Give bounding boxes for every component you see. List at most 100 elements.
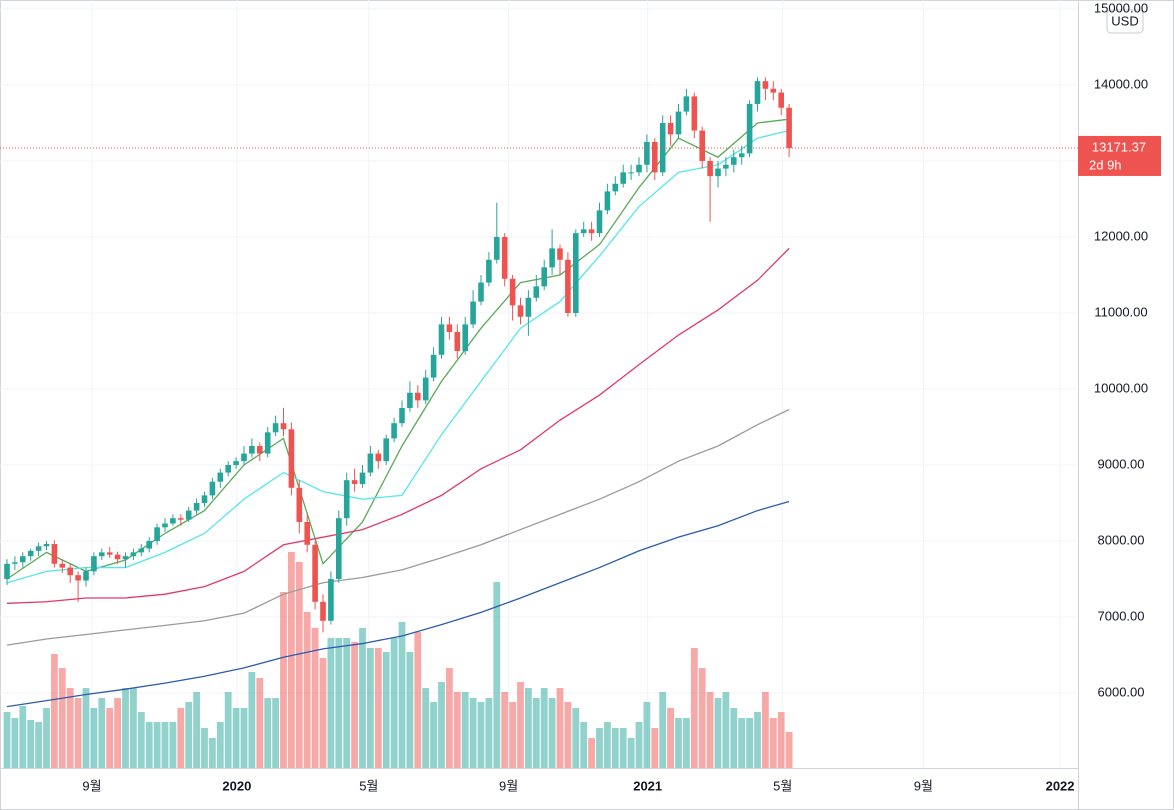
volume-bar [295,562,303,768]
currency-box[interactable] [1106,9,1144,34]
candle-body [644,141,650,165]
volume-bar [390,638,398,768]
candle-body [114,554,121,560]
volume-bar [761,692,769,768]
moving-average [6,247,790,604]
candle-body [75,575,81,581]
candle-body [193,502,200,511]
candle-body [414,392,421,401]
candle-body [27,550,34,557]
volume-bar [351,642,358,768]
candle-body [359,472,366,484]
candle-body [288,429,295,488]
volume-bar [11,718,19,768]
candle-body [375,453,382,462]
x-tick-label: 2022 [1046,778,1075,793]
y-tick-label: 6000.00 [1098,684,1145,699]
candle-body [35,546,42,551]
candle-body [470,301,476,325]
candle-body [651,141,658,173]
last-price-label: 13171.37 [1092,139,1146,154]
candle-body [225,464,231,473]
candle-body [130,552,137,557]
candle-body [272,423,279,433]
volume-bar [145,722,153,768]
volume-bar [572,708,580,768]
candle-body [146,540,152,549]
x-tick-label: 9월 [499,778,518,793]
volume-bar [430,702,437,768]
candle-body [533,286,540,298]
volume-bar [193,692,200,768]
candle-body [786,107,792,148]
candle-body [106,552,113,555]
volume-bar [453,692,461,768]
candle-body [122,556,129,560]
candle-body [217,472,224,482]
candle-body [367,453,374,473]
volume-bar [232,708,240,768]
volume-bar [698,668,706,768]
candle-body [438,324,445,355]
candle-body [707,160,713,177]
volume-bar [769,718,777,768]
candle-body [462,324,468,351]
moving-average [6,500,790,708]
candle-body [328,578,334,621]
y-tick-label: 14000.00 [1094,76,1148,91]
volume-bar [627,738,635,768]
y-tick-label: 15000.00 [1094,0,1148,15]
candle-body [249,445,255,454]
volume-bar [319,658,327,768]
volume-bar [445,668,453,768]
volume-bar [730,708,738,768]
volume-bar [603,722,611,768]
countdown-label: 2d 9h [1089,157,1122,172]
volume-bar [738,718,746,768]
candle-body [83,571,89,581]
candle-body [4,563,10,579]
volume-bar [35,722,42,768]
volume-bar [477,702,485,768]
volume-bar [398,622,406,768]
x-tick-label: 9월 [914,778,933,793]
volume-bar [596,728,603,768]
volume-bar [98,698,106,768]
candle-body [486,259,492,283]
x-tick-label: 2021 [633,778,662,793]
volume-bar [287,552,295,768]
volume-bar [501,692,509,768]
candle-body [738,153,745,158]
candle-body [493,236,500,260]
currency: USD [1111,13,1138,28]
candle-body [525,297,532,317]
candle-body [138,548,145,553]
candle-body [541,267,547,287]
candle-body [241,453,247,462]
volume-bar [50,654,58,768]
volume-bar [303,612,311,768]
candle-body [478,282,484,302]
candle-body [391,423,397,439]
volume-bar [66,688,74,768]
candle-body [675,111,682,135]
volume-bar [461,692,469,768]
candle-body [778,92,784,108]
candle-body [723,164,729,169]
candle-body [699,130,705,161]
candle-body [667,122,674,135]
volume-bar [524,688,532,768]
candle-body [430,354,437,378]
candle-body [454,331,461,351]
candle-body [636,164,642,173]
candle-body [170,518,176,524]
volume-bar [517,682,524,768]
candle-body [580,229,587,234]
volume-bar [153,722,161,768]
volume-bar [43,708,50,768]
candle-body [177,518,184,520]
candle-body [509,278,516,306]
candle-body [264,432,271,454]
volume-bar [224,692,232,768]
